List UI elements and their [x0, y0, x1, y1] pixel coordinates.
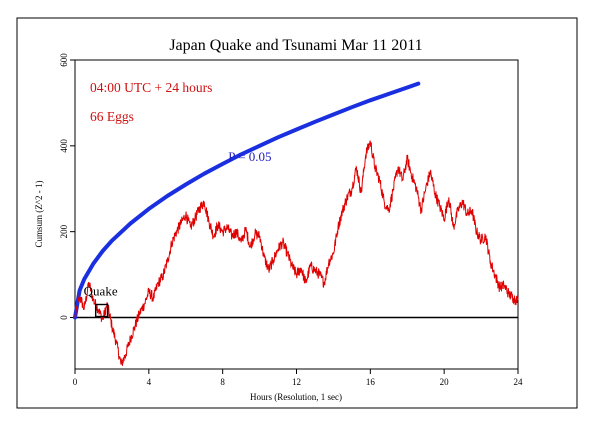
- series-line-p-005: [73, 81, 421, 320]
- x-tick-label: 4: [147, 377, 152, 387]
- y-tick-label: 600: [59, 53, 69, 67]
- y-tick-label: 400: [59, 139, 69, 153]
- y-tick-label: 0: [59, 315, 69, 320]
- series-line-cumsum: [74, 140, 519, 366]
- quake-label: Quake: [84, 284, 118, 299]
- y-axis-label: Cumsum (Z^2 - 1): [34, 181, 44, 248]
- time-window-annotation: 04:00 UTC + 24 hours: [90, 80, 212, 95]
- x-tick-label: 12: [292, 377, 301, 387]
- x-axis-label: Hours (Resolution, 1 sec): [250, 392, 342, 402]
- x-axis-ticks: 0 4 8 12 16 20 24: [73, 369, 523, 387]
- y-axis-ticks: 0 200 400 600: [59, 53, 75, 320]
- p-value-annotation: P = 0.05: [228, 149, 271, 164]
- eggs-annotation: 66 Eggs: [90, 109, 134, 124]
- y-tick-label: 200: [59, 224, 69, 238]
- x-tick-label: 0: [73, 377, 78, 387]
- outer-border: [16, 17, 578, 409]
- x-tick-label: 24: [514, 377, 524, 387]
- quake-marker: [94, 303, 109, 318]
- x-tick-label: 20: [440, 377, 450, 387]
- x-tick-label: 8: [220, 377, 225, 387]
- x-tick-label: 16: [366, 377, 376, 387]
- chart-title: Japan Quake and Tsunami Mar 11 2011: [169, 37, 422, 54]
